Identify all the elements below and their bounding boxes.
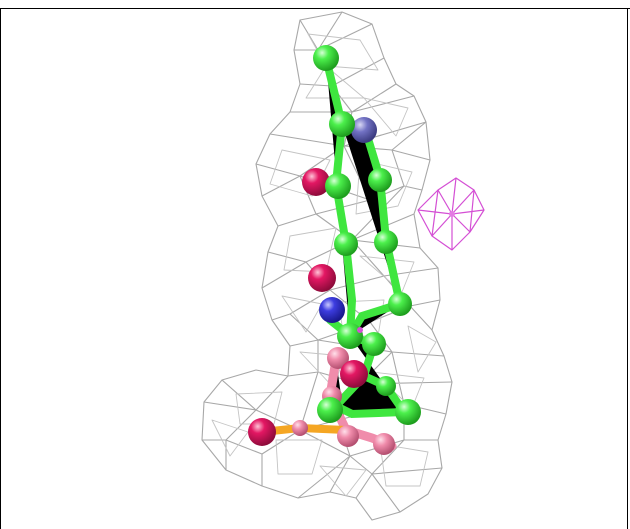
nitrogen-atom [351, 117, 377, 143]
nitrogen-atom [319, 297, 345, 323]
frame-right-border [627, 8, 628, 529]
pink-carbon-atom [292, 420, 308, 436]
carbon-atom [317, 397, 343, 423]
carbon-atom [313, 45, 339, 71]
magenta-marker [357, 327, 363, 333]
carbon-atom [334, 232, 358, 256]
frame-top-border [0, 8, 630, 9]
oxygen-atom [308, 264, 336, 292]
secondary-density-mesh [417, 177, 485, 251]
carbon-atom [325, 173, 351, 199]
pink-carbon-atom [327, 347, 349, 369]
carbon-atom [395, 399, 421, 425]
carbon-atom [337, 323, 363, 349]
carbon-atom [368, 168, 392, 192]
ligand-atoms [248, 45, 421, 455]
carbon-atom [376, 376, 396, 396]
carbon-atom [374, 230, 398, 254]
oxygen-atom [340, 360, 368, 388]
oxygen-atom [302, 168, 330, 196]
pink-carbon-atom [337, 425, 359, 447]
frame-left-border [0, 8, 1, 529]
carbon-atom [388, 292, 412, 316]
pink-carbon-atom [373, 433, 395, 455]
oxygen-atom [248, 418, 276, 446]
carbon-atom [362, 332, 386, 356]
carbon-atom [329, 111, 355, 137]
